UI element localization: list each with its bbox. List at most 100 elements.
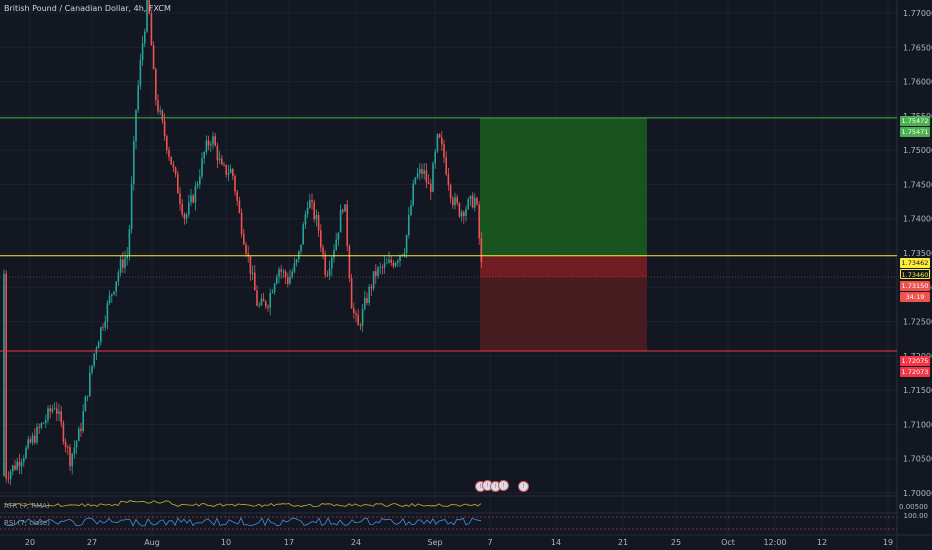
candle-body	[161, 110, 164, 121]
candle-body	[53, 408, 56, 410]
candle-body	[203, 152, 205, 159]
candle-body	[463, 212, 465, 217]
candle-body	[102, 327, 104, 329]
candle-body	[350, 277, 353, 309]
candle-body	[218, 158, 221, 161]
candle-body	[249, 255, 252, 274]
candle-body	[25, 447, 27, 459]
candle-body	[201, 158, 203, 177]
candle-body	[355, 313, 357, 315]
candle-body	[392, 262, 395, 267]
loss-zone	[480, 277, 647, 352]
time-tick-label: 27	[87, 538, 97, 547]
candle-body	[278, 269, 280, 277]
candle-body	[34, 435, 36, 443]
price-tick-label: 1.72500	[903, 318, 932, 327]
rsi-line	[3, 517, 482, 527]
candle-body	[18, 461, 21, 467]
candle-body	[258, 305, 260, 306]
candle-body	[441, 137, 443, 145]
candle-body	[256, 290, 258, 306]
candle-body	[221, 158, 223, 165]
time-tick-label: 21	[618, 538, 628, 547]
candle-body	[377, 267, 379, 276]
candle-body	[196, 183, 199, 187]
candle-body	[291, 271, 293, 277]
candle-body	[115, 281, 117, 292]
price-tick-label: 1.74000	[903, 215, 932, 224]
candle-body	[93, 353, 95, 366]
candle-body	[311, 200, 313, 203]
price-tick-label: 1.76000	[903, 78, 932, 87]
candle-body	[9, 471, 12, 479]
candle-body	[174, 167, 177, 175]
candle-body	[58, 411, 60, 414]
candle-body	[280, 269, 282, 272]
candle-body	[410, 204, 412, 215]
candle-body	[177, 174, 179, 194]
candle-body	[75, 441, 78, 448]
candle-body	[322, 247, 324, 255]
time-tick-label: 12:00	[763, 538, 786, 547]
candle-body	[108, 295, 111, 303]
candle-body	[320, 230, 322, 248]
candle-body	[62, 422, 65, 442]
candle-body	[315, 215, 318, 220]
candle-body	[434, 151, 436, 164]
time-tick-label: Aug	[144, 538, 160, 547]
candle-body	[478, 204, 480, 239]
candle-body	[399, 255, 401, 262]
candle-body	[64, 441, 67, 447]
candle-body	[69, 447, 71, 467]
candle-body	[5, 273, 7, 479]
yellow-level-tag: 1.73462	[900, 258, 930, 268]
candle-body	[135, 109, 137, 142]
candle-body	[326, 274, 329, 276]
event-icon[interactable]: !	[498, 480, 509, 491]
atr-line	[3, 500, 482, 507]
candle-body	[370, 286, 373, 289]
time-tick-label: 19	[883, 538, 893, 547]
candle-body	[51, 408, 54, 412]
candle-body	[298, 251, 300, 260]
red-level-tag: 1.72075	[900, 356, 930, 366]
green-level-tag: 1.75471	[900, 127, 930, 137]
candle-body	[60, 411, 62, 423]
candle-body	[89, 372, 91, 396]
candle-body	[82, 411, 84, 432]
candle-body	[199, 176, 201, 184]
candle-body	[300, 244, 302, 252]
candle-body	[293, 263, 296, 272]
candle-body	[390, 259, 392, 263]
candle-body	[344, 204, 346, 212]
candle-body	[71, 453, 73, 467]
candle-body	[342, 210, 344, 212]
candle-body	[394, 262, 397, 267]
candle-body	[328, 268, 331, 275]
candle-body	[31, 435, 34, 443]
event-icon[interactable]: !	[518, 481, 529, 492]
candle-body	[456, 197, 458, 204]
candle-body	[335, 239, 337, 251]
time-tick-label: 14	[551, 538, 561, 547]
candle-body	[260, 298, 263, 306]
candle-body	[210, 144, 212, 146]
candle-body	[47, 408, 49, 420]
candle-body	[403, 253, 406, 255]
candle-body	[232, 168, 234, 177]
candle-body	[306, 207, 309, 215]
candle-body	[159, 110, 161, 112]
candle-body	[139, 59, 142, 86]
candle-body	[29, 439, 32, 443]
candle-body	[229, 168, 232, 174]
candle-body	[269, 292, 271, 308]
candle-body	[97, 342, 100, 349]
candle-body	[443, 144, 445, 158]
candle-body	[172, 164, 175, 168]
time-tick-label: Oct	[721, 538, 735, 547]
candle-body	[419, 169, 421, 174]
candle-body	[276, 276, 278, 284]
candle-body	[80, 428, 82, 432]
candle-body	[104, 321, 106, 328]
